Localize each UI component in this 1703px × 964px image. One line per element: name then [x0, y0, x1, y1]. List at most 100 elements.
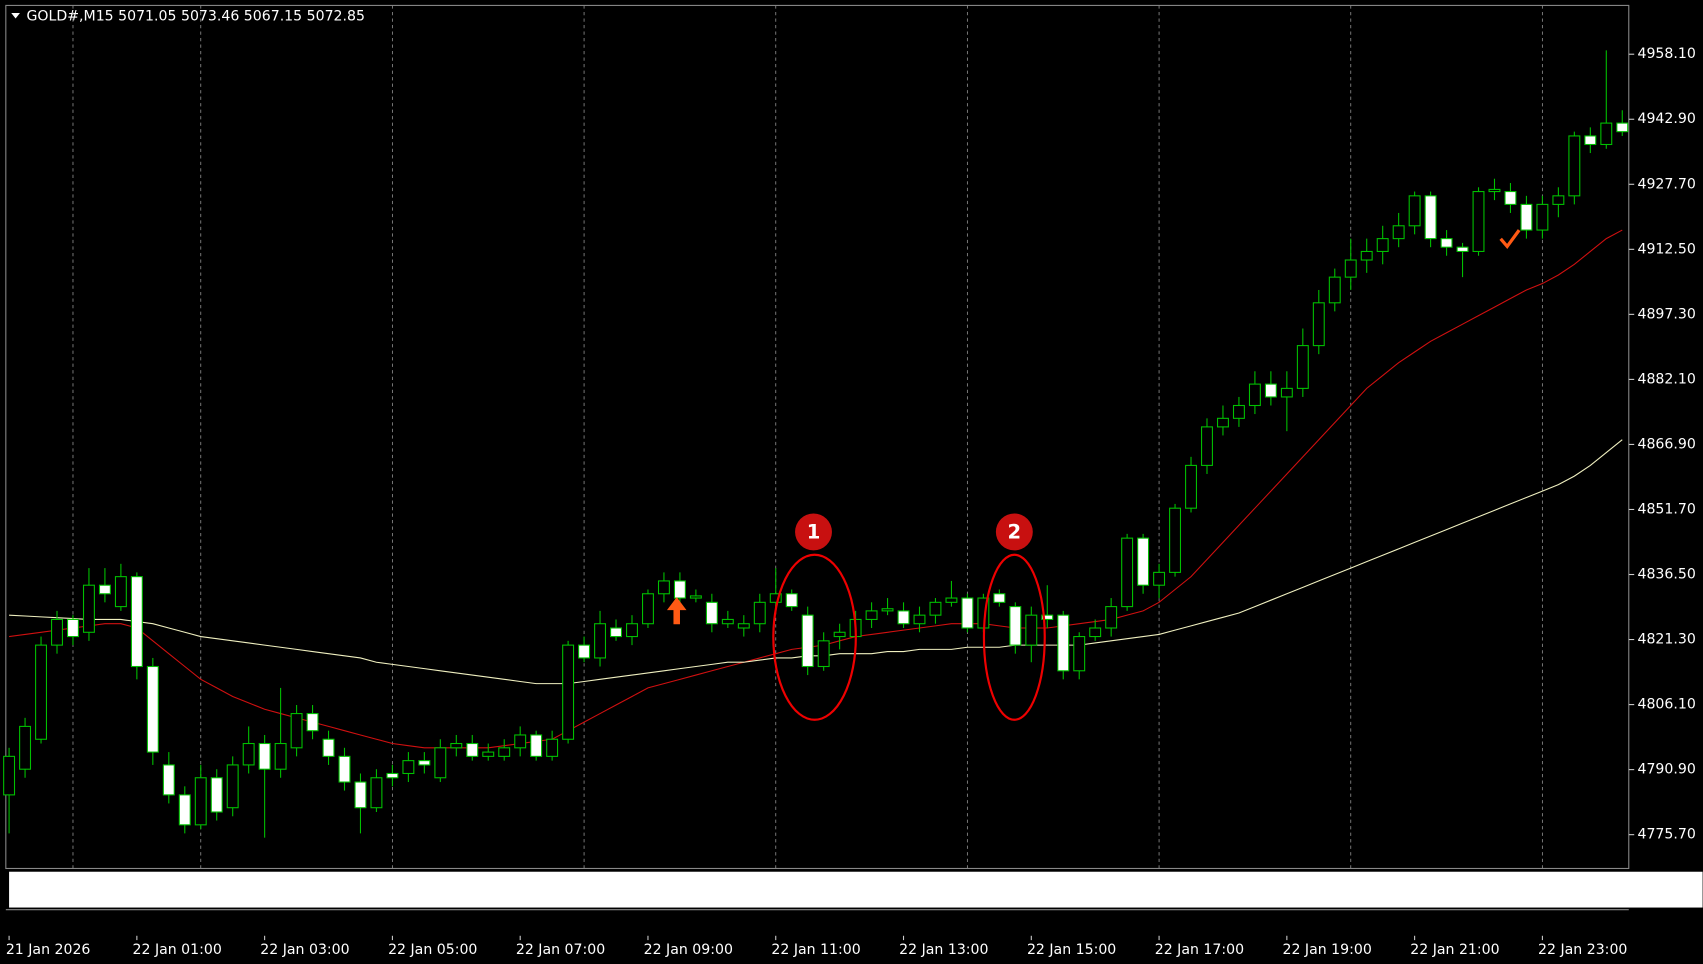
candle-body [67, 618, 79, 638]
y-tick-label: 4958.10 [1637, 46, 1695, 62]
x-tick-label: 22 Jan 07:00 [516, 942, 605, 958]
candle-body [897, 610, 910, 625]
y-tick-label: 4851.70 [1637, 501, 1695, 517]
candle-body [1009, 606, 1022, 646]
x-tick-label: 22 Jan 19:00 [1283, 942, 1372, 958]
candle-body [753, 601, 766, 625]
candle-body [1584, 135, 1597, 146]
candle-body [1137, 537, 1150, 586]
candle-body [1041, 614, 1054, 620]
candle-body [1472, 191, 1485, 253]
candle-body [226, 764, 239, 809]
candle-body [1169, 507, 1182, 573]
candle-body [801, 614, 814, 668]
candle-body [1552, 195, 1565, 205]
candle-body [562, 644, 575, 740]
candle-body [450, 742, 463, 749]
x-tick-label: 21 Jan 2026 [6, 942, 91, 958]
candle-body [1153, 571, 1166, 586]
candle-body [498, 747, 511, 757]
candle-body [98, 584, 111, 595]
candle-body [402, 760, 415, 775]
candle-body [737, 623, 750, 629]
check-mark [1499, 229, 1521, 250]
candle-body [961, 597, 974, 629]
dropdown-icon[interactable] [11, 13, 20, 19]
candle-body [338, 755, 351, 783]
candle-body [210, 777, 223, 813]
candle-body [3, 755, 16, 796]
x-tick-label: 22 Jan 01:00 [133, 942, 222, 958]
candle-body [833, 631, 846, 638]
candle-body [769, 593, 782, 603]
candle-body [1440, 238, 1453, 248]
buy-arrow [666, 597, 687, 625]
candle-body [418, 760, 431, 766]
candle-body [1344, 259, 1357, 278]
candle-body [721, 618, 734, 625]
x-tick-label: 22 Jan 05:00 [388, 942, 477, 958]
candle-body [1328, 276, 1341, 304]
candle-body [130, 576, 143, 668]
candle-body [1504, 191, 1517, 205]
candle-body [1568, 135, 1581, 197]
candle-body [817, 640, 830, 668]
candle-body [1520, 203, 1533, 231]
badge-label: 1 [807, 521, 821, 544]
x-tick-label: 22 Jan 09:00 [644, 942, 733, 958]
candle-body [290, 713, 303, 749]
badge-label: 2 [1008, 521, 1022, 544]
candle-body [626, 623, 638, 638]
candle-body [1392, 225, 1405, 240]
candle-body [1456, 246, 1469, 253]
highlight-ellipse [772, 553, 857, 721]
candle-body [578, 644, 591, 659]
x-tick-label: 22 Jan 15:00 [1027, 942, 1116, 958]
candle-body [1089, 627, 1102, 638]
candle-body [1424, 195, 1437, 240]
candle-body [1536, 203, 1549, 231]
candle-body [1105, 606, 1118, 629]
y-tick-label: 4897.30 [1637, 306, 1695, 322]
candle-body [881, 608, 894, 612]
candle-body [354, 781, 367, 809]
candle-body [19, 725, 32, 770]
candle-body [705, 601, 718, 625]
y-tick-label: 4927.70 [1637, 176, 1695, 192]
candle-body [929, 601, 942, 616]
candle-body [194, 777, 207, 826]
candle-body [1073, 636, 1086, 672]
candle-body [514, 734, 527, 749]
candle-body [1232, 404, 1245, 419]
candle-body [641, 593, 654, 625]
candle-body [1376, 238, 1389, 253]
candle-body [594, 623, 607, 659]
candle-body [1185, 464, 1197, 509]
candle-body [386, 772, 399, 779]
y-tick-label: 4912.50 [1637, 241, 1695, 257]
candle-body [1408, 195, 1421, 227]
y-tick-label: 4836.50 [1637, 567, 1695, 583]
candle-body [1616, 122, 1629, 133]
candle-body [322, 738, 335, 757]
candle-body [370, 777, 383, 809]
candle-body [1360, 250, 1373, 261]
x-tick-label: 22 Jan 13:00 [899, 942, 988, 958]
candle-body [1057, 614, 1070, 672]
x-tick-label: 22 Jan 03:00 [260, 942, 349, 958]
candle-body [785, 593, 798, 608]
candle-body [306, 713, 319, 732]
candle-body [1264, 383, 1277, 398]
candle-body [865, 610, 878, 620]
candle-body [546, 738, 559, 757]
candle-body [1201, 426, 1213, 466]
candle-body [242, 742, 255, 766]
candle-body [610, 627, 622, 638]
y-tick-label: 4821.30 [1637, 632, 1695, 648]
y-tick-label: 4775.70 [1637, 827, 1695, 843]
candle-body [1280, 387, 1293, 398]
x-tick-label: 22 Jan 21:00 [1410, 942, 1499, 958]
